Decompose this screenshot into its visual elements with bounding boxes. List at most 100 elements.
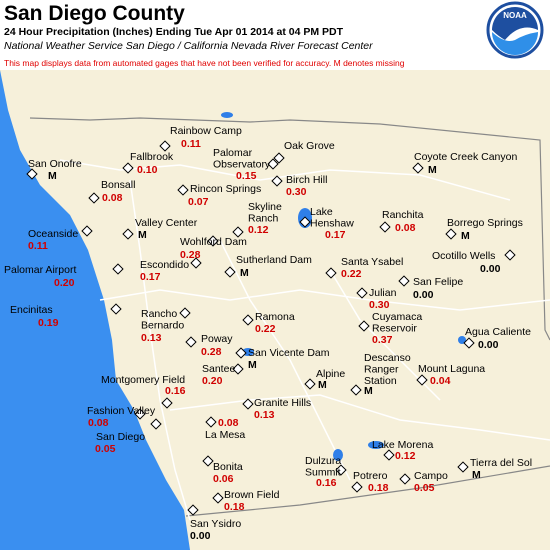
station-label: Descanso [364,352,411,364]
station-label: San Vicente Dam [248,347,330,359]
station-label: Skyline [248,201,282,213]
station-label: Agua Caliente [465,326,531,338]
station-label: Santa Ysabel [341,256,403,268]
station-marker [445,228,457,240]
station-marker [379,221,391,233]
station-marker [202,455,214,467]
station-value: 0.28 [201,346,222,358]
station-label: Poway [201,333,233,345]
station-label: Granite Hills [254,397,311,409]
station-marker [416,374,428,386]
station-label: La Mesa [205,429,245,441]
station-marker [504,249,516,261]
station-marker [356,287,368,299]
subtitle: 24 Hour Precipitation (Inches) Ending Tu… [4,26,344,38]
station-marker [159,140,171,152]
station-value: 0.13 [254,409,275,421]
station-marker [177,184,189,196]
station-label: Rincon Springs [190,183,261,195]
station-value: 0.16 [316,477,337,489]
station-marker [335,464,347,476]
station-marker [190,257,202,269]
station-marker [383,449,395,461]
station-label: Palomar [213,147,253,159]
station-value: 0.16 [165,385,186,397]
station-label: Cuyamaca [372,311,422,323]
station-label: Bernardo [141,320,184,332]
station-marker [224,266,236,278]
station-value: 0.06 [213,473,234,485]
station-value: 0.08 [88,417,109,429]
station-label: Sutherland Dam [236,254,312,266]
station-label: Brown Field [224,489,280,501]
station-value: M [48,170,57,182]
ocean [0,70,190,550]
station-value: M [138,229,147,241]
station-value: 0.37 [372,334,393,346]
station-marker [457,461,469,473]
station-marker [235,347,247,359]
station-value: 0.10 [137,164,158,176]
station-value: 0.05 [95,443,116,455]
station-value: 0.08 [218,417,239,429]
station-marker [207,235,219,247]
station-label: Rainbow Camp [170,125,242,137]
station-label: Tierra del Sol [470,457,532,469]
station-marker [88,192,100,204]
station-marker [232,226,244,238]
station-value: M [248,359,257,371]
station-value: 0.07 [188,196,209,208]
station-label: Ramona [255,311,295,323]
station-value: 0.22 [255,323,276,335]
station-value: 0.13 [141,332,162,344]
station-marker [267,158,279,170]
station-marker [299,216,311,228]
station-marker [205,416,217,428]
station-label: Lake [310,206,333,218]
station-marker [81,225,93,237]
station-label: Montgomery Field [101,374,185,386]
station-label: Escondido [140,259,189,271]
station-label: Encinitas [10,304,53,316]
county-borders [29,117,550,517]
station-label: Santee [202,363,235,375]
station-label: Station [364,375,397,387]
station-marker [26,168,38,180]
station-value: M [318,379,327,391]
station-marker [122,162,134,174]
station-marker [179,307,191,319]
station-label: Lake Morena [372,439,433,451]
station-marker [187,504,199,516]
station-marker [134,408,146,420]
station-label: Ranch [248,213,279,225]
station-label: Fashion Valley [87,405,156,417]
station-label: Birch Hill [286,174,327,186]
station-value: 0.00 [478,339,499,351]
station-marker [232,363,244,375]
station-label: Borrego Springs [447,217,523,229]
station-marker [350,384,362,396]
station-marker [412,162,424,174]
station-value: 0.18 [224,501,245,513]
station-label: Coyote Creek Canyon [414,151,517,163]
station-label: San Ysidro [190,518,241,530]
station-value: 0.19 [38,317,59,329]
station-marker [242,398,254,410]
station-value: 0.22 [341,268,362,280]
station-value: 0.11 [181,138,201,150]
noaa-logo: NOAA [486,1,544,59]
station-label: Bonita [213,461,243,473]
station-label: Fallbrook [130,151,174,163]
station-label: Palomar Airport [4,264,76,276]
station-value: 0.08 [102,192,123,204]
station-marker [161,397,173,409]
station-label: Ranchita [382,209,424,221]
station-label: Mount Laguna [418,363,485,375]
logo-text: NOAA [503,11,527,20]
station-marker [325,267,337,279]
station-label: Alpine [316,368,345,380]
station-label: Rancho [141,308,177,320]
station-value: 0.20 [202,375,223,387]
